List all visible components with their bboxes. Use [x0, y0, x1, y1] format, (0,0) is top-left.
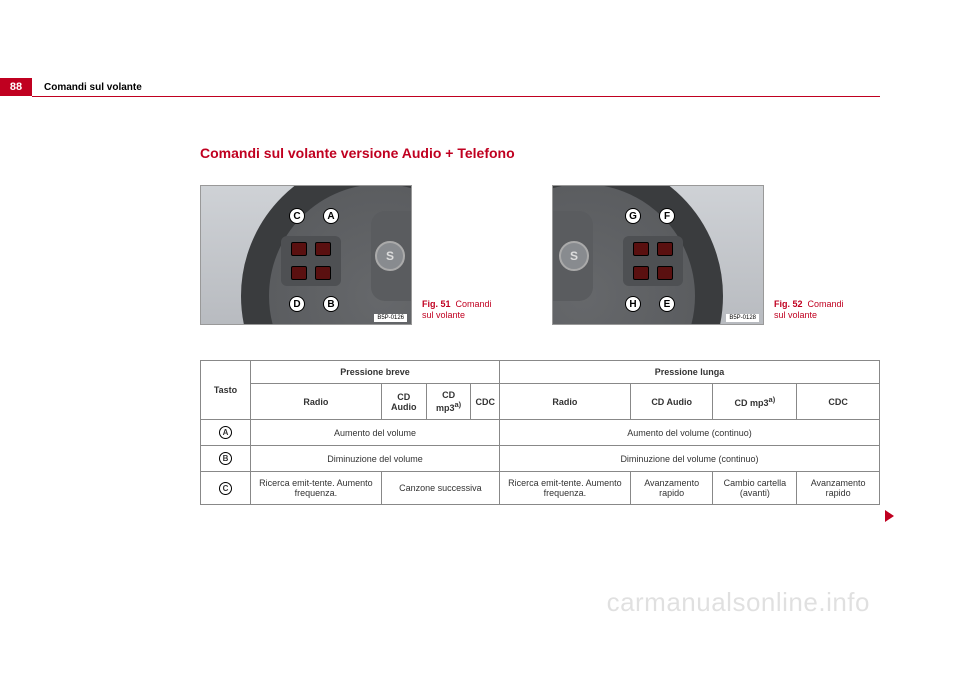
cell-c-lunga-cdc: Avanzamento rapido: [797, 472, 880, 505]
th-cdc: CDC: [797, 384, 880, 420]
continue-arrow-icon: [885, 510, 894, 522]
seat-logo-icon: S: [559, 241, 589, 271]
wheel-button-icon: [315, 242, 331, 256]
wheel-button-icon: [657, 242, 673, 256]
th-radio: Radio: [251, 384, 382, 420]
th-cdmp3-note: a): [769, 395, 776, 404]
wheel-spoke: [281, 236, 341, 286]
cell-b-breve: Diminuzione del volume: [251, 446, 500, 472]
cell-b-lunga: Diminuzione del volume (continuo): [499, 446, 879, 472]
figure-51: S C A D B B5P-0126: [200, 185, 412, 325]
th-radio: Radio: [499, 384, 630, 420]
th-cdmp3: CD mp3a): [713, 384, 797, 420]
key-circle-icon: B: [219, 452, 232, 465]
row-key-a: A: [201, 420, 251, 446]
figure-52: S G F H E B5P-0128: [552, 185, 764, 325]
figure-52-wrap: S G F H E B5P-0128 Fig. 52 Comandi sul v…: [552, 185, 844, 325]
th-cdmp3: CD mp3a): [426, 384, 471, 420]
figure-52-caption: Fig. 52 Comandi sul volante: [774, 299, 844, 325]
callout-f: F: [659, 208, 675, 224]
table-header-row-2: Radio CD Audio CD mp3a) CDC Radio CD Aud…: [201, 384, 880, 420]
section-title: Comandi sul volante versione Audio + Tel…: [200, 145, 515, 161]
figure-code: B5P-0126: [374, 314, 407, 322]
figure-code: B5P-0128: [726, 314, 759, 322]
callout-g: G: [625, 208, 641, 224]
breadcrumb: Comandi sul volante: [44, 82, 142, 93]
th-lunga: Pressione lunga: [499, 361, 879, 384]
key-circle-icon: A: [219, 426, 232, 439]
wheel-button-icon: [291, 266, 307, 280]
callout-b: B: [323, 296, 339, 312]
callout-d: D: [289, 296, 305, 312]
cell-a-lunga: Aumento del volume (continuo): [499, 420, 879, 446]
callout-h: H: [625, 296, 641, 312]
seat-logo-icon: S: [375, 241, 405, 271]
row-key-c: C: [201, 472, 251, 505]
wheel-button-icon: [291, 242, 307, 256]
cell-c-lunga-cdmp3: Cambio cartella (avanti): [713, 472, 797, 505]
row-key-b: B: [201, 446, 251, 472]
wheel-button-icon: [633, 266, 649, 280]
table-row: B Diminuzione del volume Diminuzione del…: [201, 446, 880, 472]
cell-c-breve-rest: Canzone successiva: [381, 472, 499, 505]
figure-51-caption: Fig. 51 Comandi sul volante: [422, 299, 492, 325]
th-cdaudio: CD Audio: [381, 384, 426, 420]
figure-51-num: Fig. 51: [422, 299, 451, 309]
wheel-spoke: [623, 236, 683, 286]
cell-a-breve: Aumento del volume: [251, 420, 500, 446]
th-cdmp3-text: CD mp3: [436, 390, 455, 413]
page-number: 88: [0, 78, 32, 96]
wheel-button-icon: [315, 266, 331, 280]
cell-c-breve-radio: Ricerca emit-tente. Aumento frequenza.: [251, 472, 382, 505]
th-tasto: Tasto: [201, 361, 251, 420]
th-breve: Pressione breve: [251, 361, 500, 384]
table-header-row-1: Tasto Pressione breve Pressione lunga: [201, 361, 880, 384]
callout-a: A: [323, 208, 339, 224]
figure-51-wrap: S C A D B B5P-0126 Fig. 51 Comandi sul v…: [200, 185, 492, 325]
header-rule: [32, 96, 880, 97]
figures-row: S C A D B B5P-0126 Fig. 51 Comandi sul v…: [200, 185, 900, 325]
controls-table: Tasto Pressione breve Pressione lunga Ra…: [200, 360, 880, 505]
table-row: C Ricerca emit-tente. Aumento frequenza.…: [201, 472, 880, 505]
callout-e: E: [659, 296, 675, 312]
th-cdmp3-text: CD mp3: [735, 398, 769, 408]
key-circle-icon: C: [219, 482, 232, 495]
th-cdaudio: CD Audio: [630, 384, 713, 420]
wheel-button-icon: [633, 242, 649, 256]
table-row: A Aumento del volume Aumento del volume …: [201, 420, 880, 446]
cell-c-lunga-radio: Ricerca emit-tente. Aumento frequenza.: [499, 472, 630, 505]
cell-c-lunga-cdaudio: Avanzamento rapido: [630, 472, 713, 505]
th-cdmp3-note: a): [455, 400, 462, 409]
th-cdc: CDC: [471, 384, 500, 420]
page-header: 88 Comandi sul volante: [0, 78, 880, 96]
callout-c: C: [289, 208, 305, 224]
watermark: carmanualsonline.info: [607, 587, 870, 618]
wheel-button-icon: [657, 266, 673, 280]
figure-52-num: Fig. 52: [774, 299, 803, 309]
